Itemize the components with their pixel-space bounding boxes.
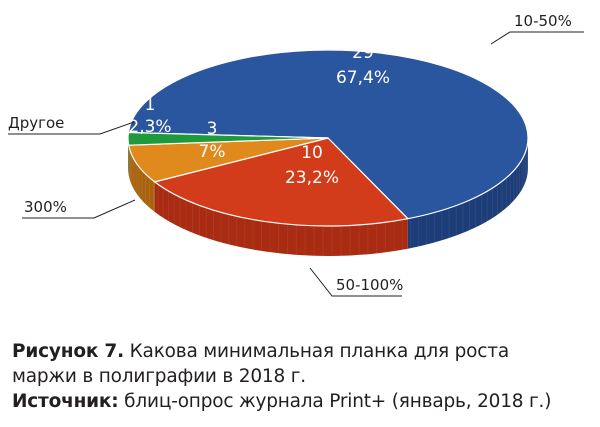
pie-slice-0: [127, 49, 529, 220]
slice-count-label-3: 1: [145, 95, 156, 115]
pie-sides: [127, 138, 529, 256]
pie-chart: 29 67,4% 10 23,2% 3 7% 12,3% 10-50% 50-100% 300% Д…: [8, 12, 584, 297]
figure-text-line2: маржи в полиграфии в 2018 г.: [12, 366, 306, 387]
source-caption: Источник: блиц-опрос журнала Print+ (янв…: [12, 389, 551, 414]
pie-slice-3: [127, 131, 329, 146]
leader-line-0: [490, 31, 584, 45]
pie-side-1: [154, 181, 408, 256]
category-label-3: Другое: [8, 114, 64, 132]
figure-text: Какова минимальная планка для роста: [123, 341, 510, 362]
slice-count-label-0: 29: [352, 43, 374, 63]
leader-line-3: [8, 121, 135, 135]
leader-line-2: [22, 199, 136, 219]
pie-slice-1: [154, 137, 409, 227]
source-label: Источник:: [12, 391, 119, 412]
slice-count-label-1: 10: [301, 143, 323, 163]
pie-tops: [127, 49, 529, 227]
slice-percent-label-0: 67,4%: [336, 68, 390, 88]
figure-caption-line2: маржи в полиграфии в 2018 г.: [12, 364, 306, 389]
slice-percent-label-1: 23,2%: [285, 168, 339, 188]
slice-percent-label-3: 2,3%: [128, 117, 171, 137]
category-label-1: 50-100%: [336, 276, 403, 294]
slice-count-label-2: 3: [207, 119, 218, 139]
slice-percent-label-2: 7%: [199, 142, 226, 162]
pie-side-0: [407, 138, 528, 249]
slice-labels: 29 67,4% 10 23,2% 3 7% 12,3% 10-50% 50-100% 300% Д…: [8, 12, 572, 294]
figure-caption: Рисунок 7. Какова минимальная планка для…: [12, 339, 509, 364]
source-text: блиц-опрос журнала Print+ (январь, 2018 …: [118, 391, 552, 412]
leader-line-1: [309, 267, 402, 297]
figure-label: Рисунок 7.: [12, 341, 124, 362]
category-label-0: 10-50%: [514, 12, 572, 30]
leader-lines: [8, 31, 584, 297]
category-label-2: 300%: [24, 198, 67, 216]
